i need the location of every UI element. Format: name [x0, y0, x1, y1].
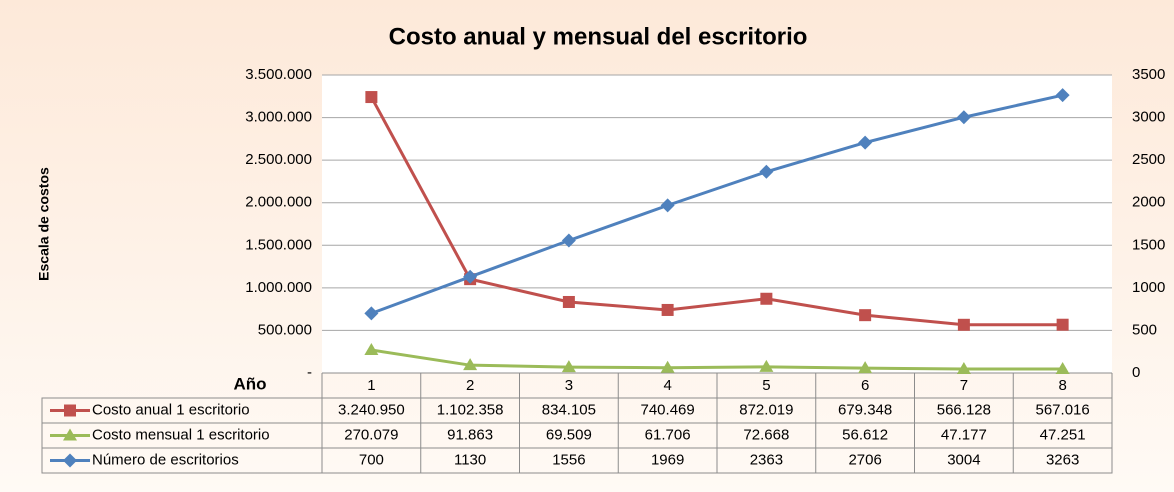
marker [759, 164, 774, 179]
x-tick-label: 1 [367, 377, 375, 394]
series-line [371, 348, 1063, 371]
table-value: 2363 [750, 451, 783, 468]
marker [1056, 318, 1069, 331]
y2-tick-label: 2000 [1132, 194, 1165, 211]
marker [859, 309, 872, 322]
x-tick-label: 7 [960, 377, 968, 394]
table-value: 740.469 [641, 401, 695, 418]
marker [64, 404, 76, 417]
chart-title: Costo anual y mensual del escritorio [389, 23, 808, 50]
marker [759, 359, 774, 372]
marker [858, 135, 873, 150]
y-tick-label: 3.000.000 [245, 109, 312, 126]
marker [858, 361, 873, 374]
marker [1055, 88, 1070, 103]
y-tick-label: 2.000.000 [245, 194, 312, 211]
y-tick-label: 500.000 [258, 321, 312, 338]
y-tick-label: 1.500.000 [245, 236, 312, 253]
marker [63, 428, 77, 441]
table-value: 56.612 [842, 426, 888, 443]
y2-tick-label: 2500 [1132, 151, 1165, 168]
marker [660, 360, 675, 373]
marker [463, 269, 478, 284]
marker [660, 198, 675, 213]
table-value: 47.177 [941, 426, 987, 443]
marker [562, 295, 575, 308]
marker [364, 306, 379, 321]
series-line [370, 93, 1063, 315]
marker [956, 110, 971, 125]
table-value: 3004 [947, 451, 980, 468]
table-value: 566.128 [937, 401, 991, 418]
table-value: 679.348 [838, 401, 892, 418]
marker [364, 343, 379, 356]
table-value: 1556 [552, 451, 585, 468]
table-value: 567.016 [1036, 401, 1090, 418]
x-axis-label: Año [233, 374, 266, 393]
table-value: 270.079 [344, 426, 398, 443]
table-value: 1.102.358 [437, 401, 504, 418]
x-tick-label: 8 [1058, 377, 1066, 394]
table-value: 69.509 [546, 426, 592, 443]
y2-tick-label: 3000 [1132, 109, 1165, 126]
marker [365, 91, 378, 104]
table-value: 700 [359, 451, 384, 468]
y2-tick-label: 3500 [1132, 66, 1165, 83]
x-tick-label: 3 [565, 377, 573, 394]
legend-label: Número de escritorios [92, 451, 239, 468]
y2-tick-label: 500 [1132, 321, 1157, 338]
y-axis-label: Escala de costos [36, 167, 52, 281]
legend-label: Costo mensual 1 escritorio [92, 426, 270, 443]
x-tick-label: 6 [861, 377, 869, 394]
table-value: 61.706 [645, 426, 691, 443]
y2-tick-label: 0 [1132, 364, 1140, 381]
y-tick-label: 2.500.000 [245, 151, 312, 168]
table-value: 72.668 [743, 426, 789, 443]
marker [561, 233, 576, 248]
x-tick-label: 5 [762, 377, 770, 394]
legend-label: Costo anual 1 escritorio [92, 401, 250, 418]
x-tick-label: 4 [663, 377, 671, 394]
y2-tick-label: 1000 [1132, 279, 1165, 296]
marker [561, 360, 576, 373]
table-value: 3.240.950 [338, 401, 405, 418]
table-value: 1969 [651, 451, 684, 468]
marker [463, 358, 478, 371]
table-value: 872.019 [739, 401, 793, 418]
table-value: 1130 [454, 451, 486, 468]
y-tick-label: - [307, 364, 312, 381]
marker [63, 453, 77, 468]
table-value: 47.251 [1040, 426, 1086, 443]
y2-tick-label: 1500 [1132, 236, 1165, 253]
x-tick-label: 2 [466, 377, 474, 394]
table-value: 834.105 [542, 401, 596, 418]
y-tick-label: 3.500.000 [245, 66, 312, 83]
marker [956, 361, 971, 374]
series-line [370, 96, 1063, 327]
table-value: 3263 [1046, 451, 1079, 468]
marker [760, 292, 773, 305]
y-tick-label: 1.000.000 [245, 279, 312, 296]
marker [1055, 361, 1070, 374]
table-value: 91.863 [447, 426, 493, 443]
marker [661, 303, 674, 316]
table-value: 2706 [848, 451, 881, 468]
marker [957, 318, 970, 331]
